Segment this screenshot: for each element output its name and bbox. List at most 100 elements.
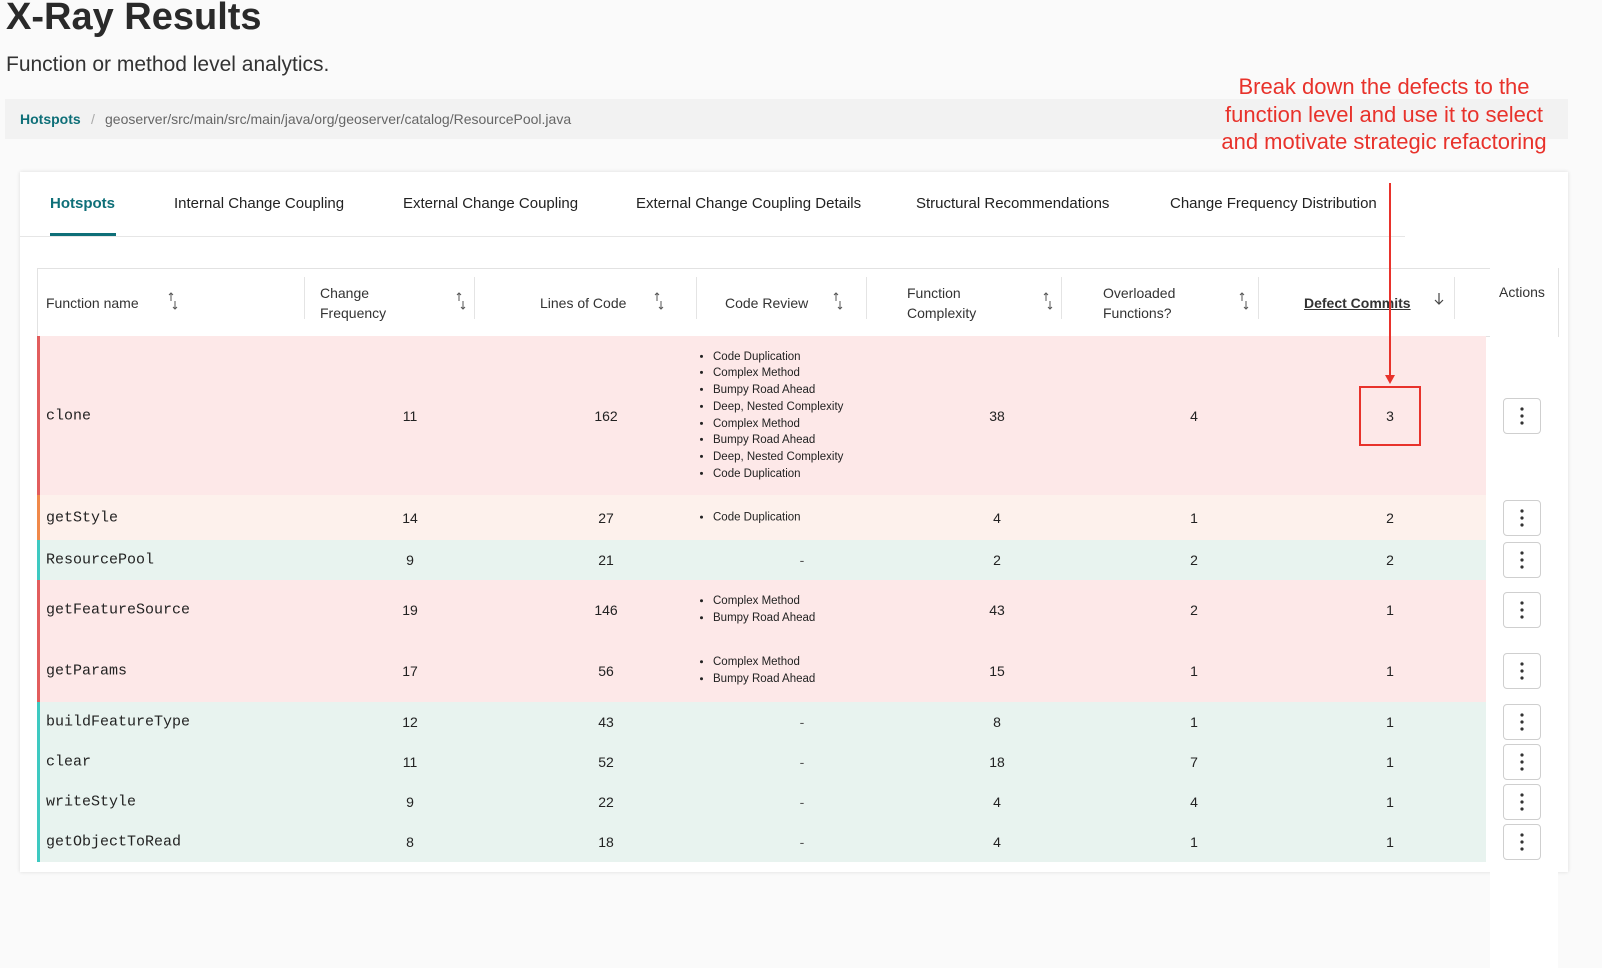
cell-value: 1 xyxy=(1190,509,1198,526)
actions-button[interactable] xyxy=(1503,397,1541,434)
actions-button[interactable] xyxy=(1503,704,1541,740)
column-separator xyxy=(474,277,475,319)
cell-value: 19 xyxy=(402,602,418,618)
actions-button[interactable] xyxy=(1503,542,1541,578)
cell-value: 4 xyxy=(1190,794,1198,810)
sort-icon xyxy=(1239,292,1249,312)
cell-value: 1 xyxy=(1190,663,1198,679)
actions-header: Actions xyxy=(1499,284,1545,300)
tab[interactable]: External Change Coupling xyxy=(403,195,579,212)
cell-value: 162 xyxy=(594,407,618,424)
cell-value: 43 xyxy=(989,602,1005,618)
column-header[interactable]: Lines of Code xyxy=(540,294,627,311)
table-row: writeStyle 9 22 4 4 1 - xyxy=(37,782,1486,822)
actions-button[interactable] xyxy=(1503,784,1541,820)
code-review-item: Bumpy Road Ahead xyxy=(713,610,815,627)
breadcrumb-path: geoserver/src/main/src/main/java/org/geo… xyxy=(105,111,572,127)
column-separator xyxy=(1454,277,1455,319)
actions-button[interactable] xyxy=(1503,824,1541,860)
code-review-item: Bumpy Road Ahead xyxy=(713,432,843,449)
tab[interactable]: External Change Coupling Details xyxy=(636,195,862,212)
code-review-item: Complex Method xyxy=(713,654,815,671)
cell-value: - xyxy=(799,714,805,730)
cell-value: 2 xyxy=(993,552,1001,568)
cell-value: - xyxy=(799,754,805,770)
cell-value: 9 xyxy=(406,794,414,810)
actions-button[interactable] xyxy=(1503,499,1541,536)
tab[interactable]: Change Frequency Distribution xyxy=(1170,195,1377,212)
sort-icon xyxy=(654,292,664,312)
code-review-item: Code Duplication xyxy=(713,466,843,483)
cell-value: 2 xyxy=(1190,552,1198,568)
cell-value: 1 xyxy=(1190,834,1198,850)
cell-value: 21 xyxy=(598,552,614,568)
sort-icon xyxy=(1043,292,1053,312)
cell-value: 1 xyxy=(1386,602,1394,618)
function-name: buildFeatureType xyxy=(46,713,191,731)
cell-value: 18 xyxy=(598,834,614,850)
tab[interactable]: Hotspots xyxy=(50,195,115,212)
table-row: getObjectToRead 8 18 4 1 1 - xyxy=(37,822,1486,862)
code-review-item: Code Duplication xyxy=(713,348,843,365)
kebab-icon xyxy=(1520,753,1524,771)
column-header[interactable]: Change Frequency xyxy=(320,284,387,321)
kebab-icon xyxy=(1520,601,1524,619)
sort-icon-graphic xyxy=(1043,292,1053,310)
cell-value: 18 xyxy=(989,754,1005,770)
cell-value: 38 xyxy=(989,407,1005,424)
page-subtitle: Function or method level analytics. xyxy=(6,53,330,76)
code-review-item: Deep, Nested Complexity xyxy=(713,449,843,466)
card: Function name Change Frequency Lines of Co… xyxy=(20,172,1568,968)
column-header[interactable]: Code Review xyxy=(725,294,809,311)
cell-value: 3 xyxy=(1386,407,1394,424)
kebab-icon xyxy=(1520,793,1524,811)
actions-button[interactable] xyxy=(1503,592,1541,628)
column-header[interactable]: Defect Commits xyxy=(1304,294,1411,311)
tab-indicator xyxy=(50,233,116,236)
code-review-item: Code Duplication xyxy=(713,509,801,526)
cell-value: 14 xyxy=(402,509,418,526)
code-review-list: Code Duplication xyxy=(697,509,801,526)
code-review-item: Bumpy Road Ahead xyxy=(713,382,843,399)
code-review-list: Complex MethodBumpy Road Ahead xyxy=(697,654,815,688)
breadcrumb-link[interactable]: Hotspots xyxy=(20,111,81,127)
sort-icon-graphic xyxy=(456,292,466,310)
cell-value: 1 xyxy=(1386,834,1394,850)
sort-icon xyxy=(1433,292,1445,308)
breadcrumb: Hotspots / geoserver/src/main/src/main/j… xyxy=(5,99,1568,139)
tab[interactable]: Internal Change Coupling xyxy=(174,195,345,212)
kebab-icon xyxy=(1520,551,1524,569)
tab[interactable]: Structural Recommendations xyxy=(916,195,1110,212)
code-review-item: Deep, Nested Complexity xyxy=(713,399,843,416)
cell-value: 11 xyxy=(402,754,418,770)
page-title: X-Ray Results xyxy=(6,0,262,38)
code-review-list: Complex MethodBumpy Road Ahead xyxy=(697,593,815,627)
actions-button[interactable] xyxy=(1503,744,1541,780)
actions-button[interactable] xyxy=(1503,653,1541,689)
cell-value: 2 xyxy=(1386,552,1394,568)
cell-value: - xyxy=(799,834,805,850)
sort-icon-graphic xyxy=(654,292,664,310)
sort-icon xyxy=(833,292,843,312)
cell-value: 8 xyxy=(993,714,1001,730)
table-row: getFeatureSource 19 146 43 2 1 Complex MethodB… xyxy=(37,580,1486,640)
cell-value: 4 xyxy=(993,794,1001,810)
code-review-item: Bumpy Road Ahead xyxy=(713,671,815,688)
cell-value: 2 xyxy=(1386,509,1394,526)
function-name: getStyle xyxy=(46,509,119,526)
column-separator xyxy=(696,277,697,319)
table-row: ResourcePool 9 21 2 2 2 - xyxy=(37,540,1486,580)
kebab-icon xyxy=(1520,833,1524,851)
cell-value: 8 xyxy=(406,834,414,850)
column-separator xyxy=(304,277,305,319)
page: X-Ray Results Function or method level a… xyxy=(0,0,1602,860)
function-name: getObjectToRead xyxy=(46,833,182,851)
column-header[interactable]: Overloaded Functions? xyxy=(1103,284,1176,321)
function-name: getFeatureSource xyxy=(46,601,191,619)
cell-value: 4 xyxy=(993,509,1001,526)
column-separator xyxy=(1258,277,1259,319)
column-header[interactable]: Function Complexity xyxy=(907,284,977,321)
cell-value: 1 xyxy=(1386,794,1394,810)
column-header[interactable]: Function name xyxy=(46,294,139,311)
code-review-item: Complex Method xyxy=(713,416,843,433)
